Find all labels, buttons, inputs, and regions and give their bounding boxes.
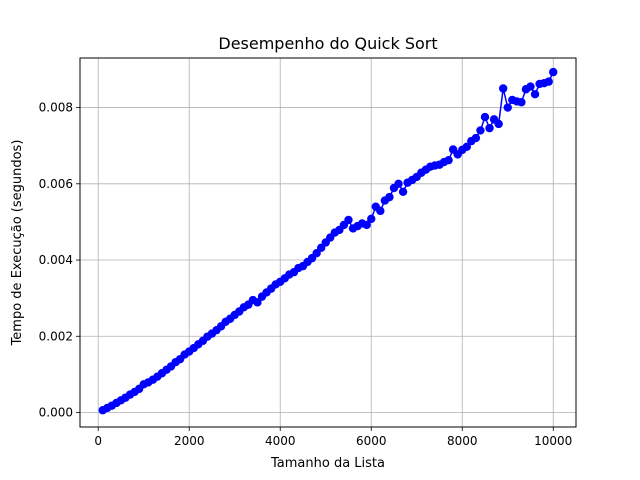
data-point bbox=[344, 215, 353, 225]
y-tick-label: 0.008 bbox=[39, 101, 73, 115]
data-point bbox=[526, 82, 535, 91]
x-tick-label: 2000 bbox=[174, 434, 205, 448]
data-point bbox=[444, 155, 453, 165]
data-point bbox=[476, 126, 485, 135]
data-point bbox=[517, 98, 526, 107]
data-point bbox=[530, 90, 540, 99]
y-axis-label: Tempo de Execução (segundos) bbox=[10, 140, 25, 347]
data-point bbox=[471, 133, 481, 143]
plot-frame bbox=[79, 57, 577, 428]
data-point bbox=[498, 84, 508, 93]
data-point bbox=[485, 123, 494, 133]
y-tick-label: 0.000 bbox=[39, 406, 73, 420]
data-point bbox=[544, 77, 553, 86]
data-point bbox=[376, 206, 385, 216]
grid bbox=[80, 58, 576, 427]
data-point bbox=[494, 119, 503, 129]
data-point bbox=[253, 298, 262, 307]
x-tick-label: 6000 bbox=[356, 434, 387, 448]
chart-title: Desempenho do Quick Sort bbox=[218, 34, 437, 53]
data-point bbox=[462, 142, 471, 152]
y-tick-label: 0.004 bbox=[39, 253, 73, 267]
series-layer bbox=[98, 67, 558, 415]
data-point bbox=[480, 112, 490, 122]
x-tick-label: 4000 bbox=[265, 434, 296, 448]
data-point bbox=[367, 214, 376, 224]
data-point bbox=[385, 192, 394, 202]
y-tick-label: 0.002 bbox=[39, 329, 73, 343]
data-point bbox=[549, 67, 558, 77]
x-tick-label: 10000 bbox=[534, 434, 572, 448]
data-point bbox=[394, 179, 403, 188]
x-axis-ticks: 0 2000 4000 6000 8000 10000 bbox=[94, 427, 572, 448]
y-tick-label: 0.006 bbox=[39, 177, 73, 191]
data-point bbox=[362, 220, 371, 230]
y-axis-ticks: 0.000 0.002 0.004 0.006 0.008 bbox=[39, 101, 80, 420]
x-axis-label: Tamanho da Lista bbox=[270, 456, 385, 471]
data-point bbox=[398, 187, 408, 197]
x-tick-label: 0 bbox=[94, 434, 102, 448]
x-tick-label: 8000 bbox=[447, 434, 478, 448]
data-point bbox=[503, 103, 512, 112]
